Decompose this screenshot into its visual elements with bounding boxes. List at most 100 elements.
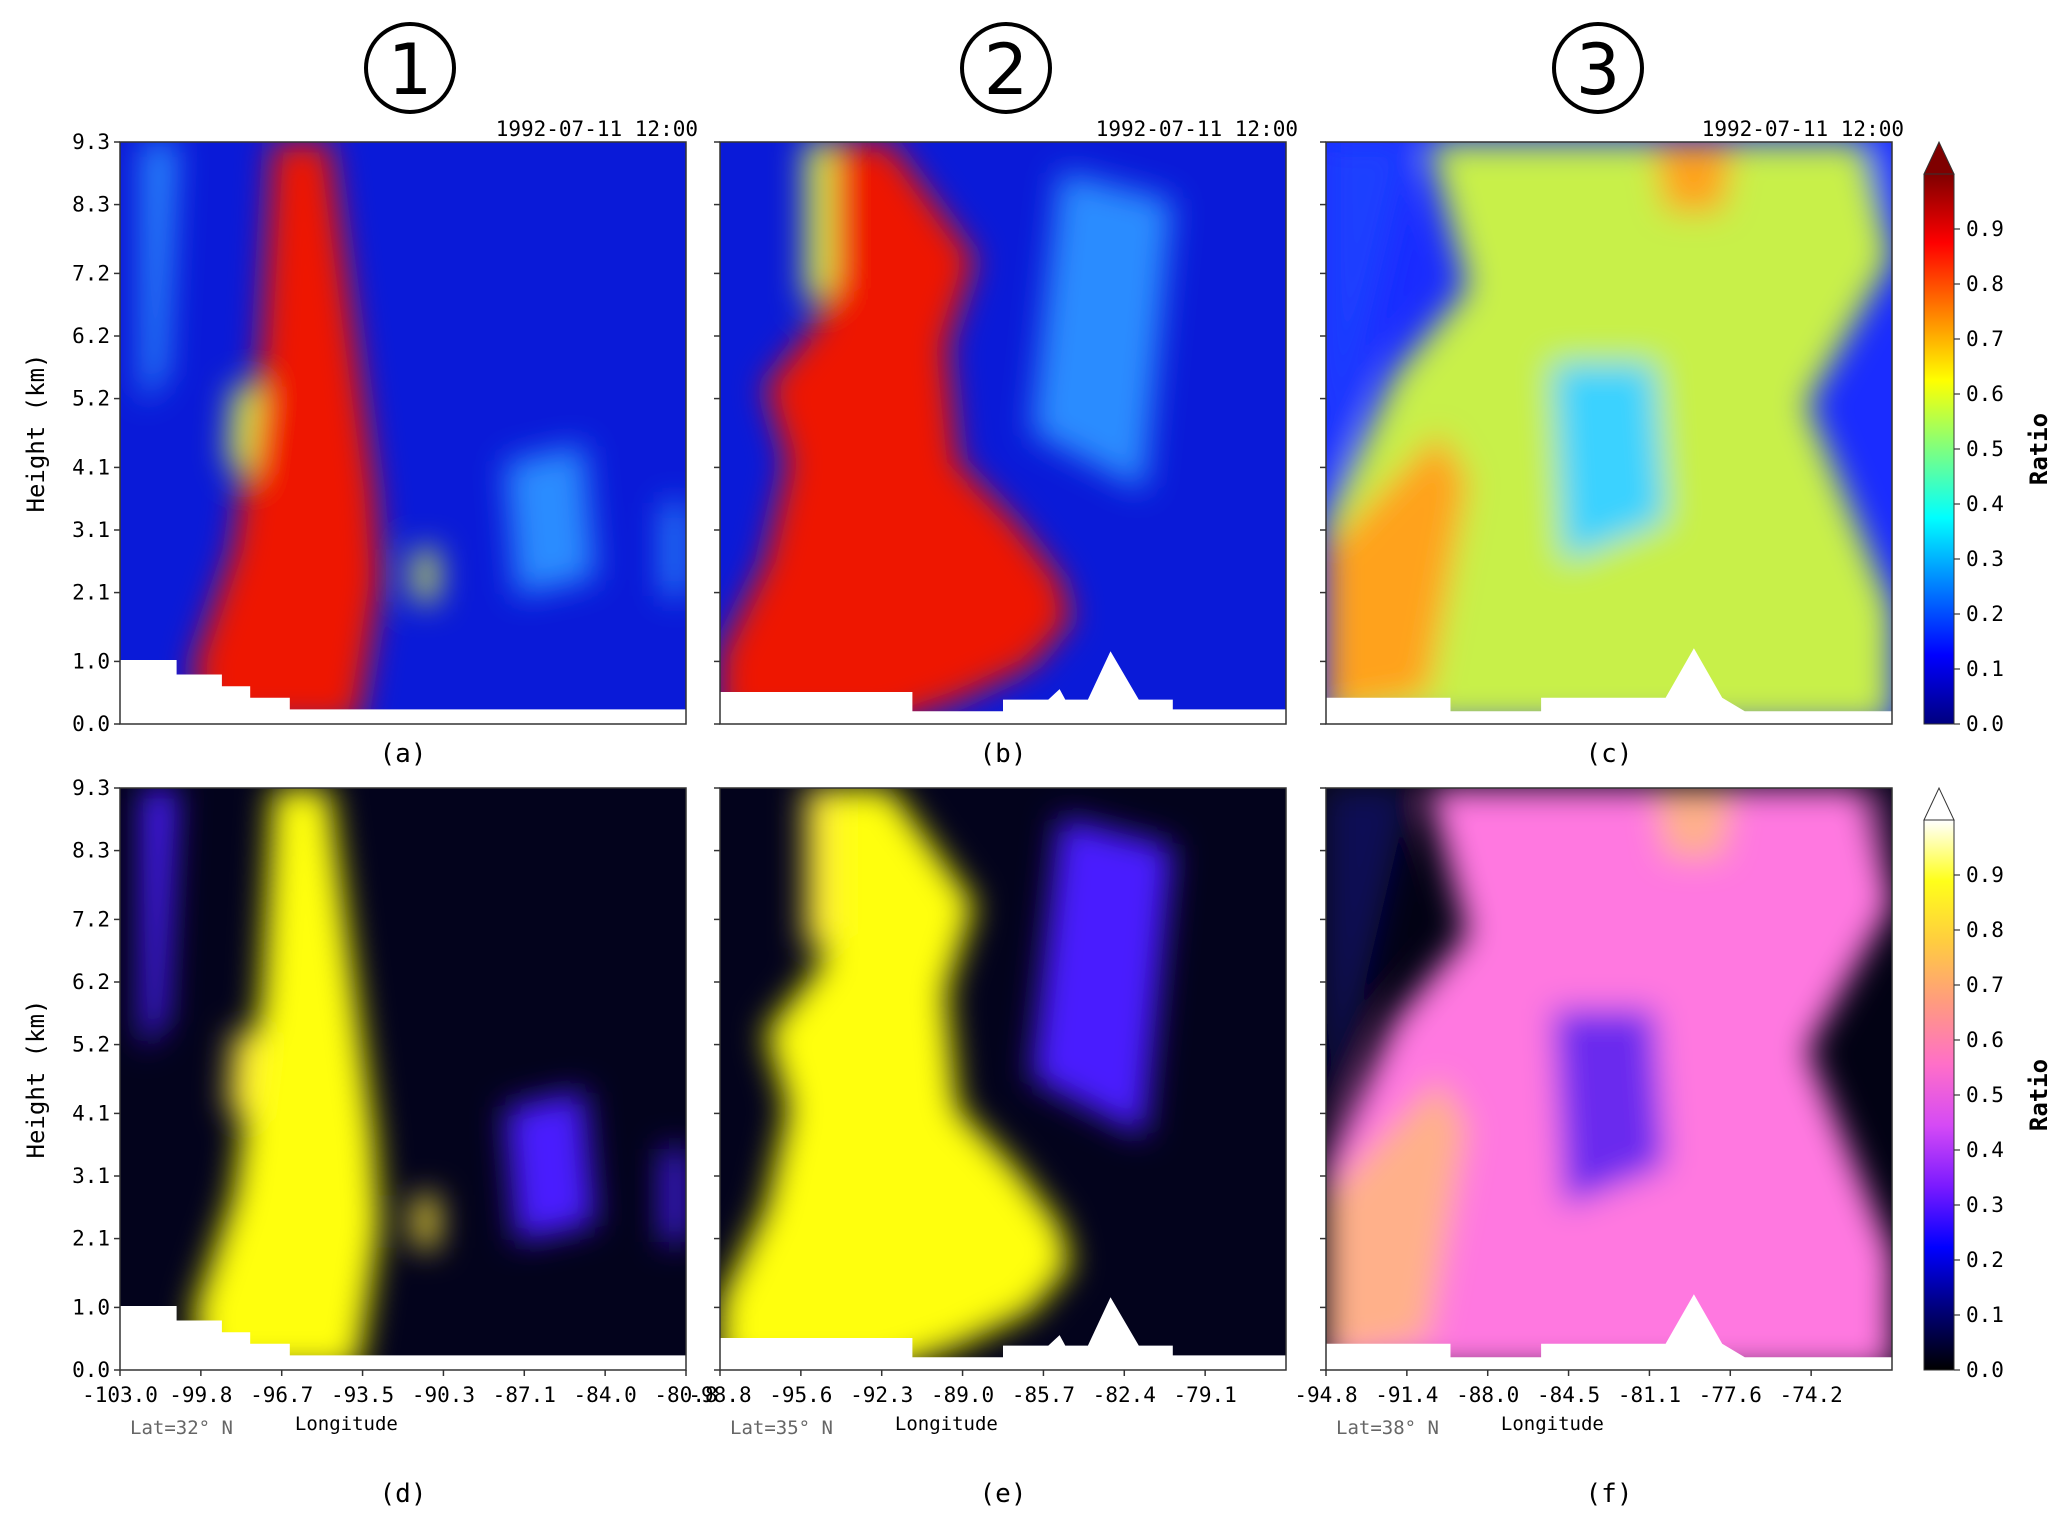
y-tick-label: 8.3 [72, 839, 110, 863]
y-tick-label: 6.2 [72, 324, 110, 348]
field-region [1552, 363, 1666, 561]
y-tick-label: 0.0 [72, 712, 110, 736]
panel-caption: (b) [980, 739, 1027, 769]
heatmap-a [120, 142, 686, 724]
field-region [142, 142, 177, 404]
panel-caption: (a) [380, 739, 427, 769]
field-region [663, 1148, 686, 1242]
panel-f: -94.8 -91.4 -88.0 -84.5 -81.1 -77.6 -74.2 Longi… [1294, 787, 1893, 1509]
panel-c: 1992-07-11 12:00 (c) [1320, 117, 1904, 769]
field-region [720, 142, 1071, 724]
x-tick-label: -96.7 [250, 1383, 313, 1407]
y-tick-label: 4.1 [72, 455, 110, 479]
y-tick-label: 1.0 [72, 1295, 110, 1319]
field-region [504, 1090, 596, 1242]
field-region [1326, 142, 1411, 503]
field-region [720, 788, 1071, 1370]
latitude-label: Lat=32° N [130, 1417, 233, 1439]
x-tick-label: -79.1 [1174, 1383, 1237, 1407]
x-axis-label: Longitude [895, 1413, 998, 1435]
colorbar-label: Ratio [2025, 1059, 2053, 1131]
colorbar-tick-label: 0.2 [1966, 1248, 2004, 1272]
x-tick-label: -103.0 [82, 1383, 158, 1407]
field-region [1654, 142, 1734, 212]
colorbar-gradient [1923, 173, 1955, 725]
x-tick-label: -90.3 [412, 1383, 475, 1407]
panel-d: 0.0 1.0 2.1 3.1 4.1 5.2 6.2 7.2 8.3 9.3 Height (km… [22, 776, 718, 1509]
colorbar-extend-arrow [1923, 786, 1955, 821]
y-axis-label: Height (km) [22, 1000, 50, 1159]
y-tick-label: 2.1 [72, 1227, 110, 1251]
colorbar-tick-label: 0.2 [1966, 602, 2004, 626]
colorbar-tick-label: 0.1 [1966, 657, 2004, 681]
heatmap-e [720, 788, 1286, 1370]
y-tick-label: 2.1 [72, 581, 110, 605]
y-tick-label: 0.0 [72, 1358, 110, 1382]
colorbar-tick-label: 0.0 [1966, 712, 2004, 736]
x-tick-label: -88.0 [1456, 1383, 1519, 1407]
plot-frame [1325, 787, 1893, 1371]
field-region [804, 142, 834, 305]
x-tick-label: -84.5 [1537, 1383, 1600, 1407]
x-axis-label: Longitude [1501, 1413, 1604, 1435]
colorbar-gradient [1923, 819, 1955, 1371]
timestamp-label: 1992-07-11 12:00 [496, 117, 698, 141]
x-tick-label: -87.1 [493, 1383, 556, 1407]
x-tick-label: -84.0 [574, 1383, 637, 1407]
plot-frame [119, 787, 687, 1371]
y-tick-label: 5.2 [72, 387, 110, 411]
panel-caption: (e) [980, 1479, 1027, 1509]
x-tick-label: -99.8 [169, 1383, 232, 1407]
y-tick-label: 4.1 [72, 1101, 110, 1125]
colorbar-tick-label: 0.6 [1966, 1028, 2004, 1052]
heatmap-d [120, 788, 686, 1370]
terrain-mask [720, 1297, 1286, 1370]
panel-caption: (c) [1586, 739, 1633, 769]
colorbar-top: 0.0 0.1 0.2 0.3 0.4 0.5 0.6 0.7 0.8 0.9 Ratio [1923, 140, 2053, 736]
terrain-mask [720, 651, 1286, 724]
plot-frame [119, 141, 687, 725]
y-tick-label: 6.2 [72, 970, 110, 994]
heatmap-f [1326, 788, 1892, 1370]
panel-caption: (f) [1586, 1479, 1633, 1509]
column-marker-3: 3 [1552, 22, 1644, 114]
x-tick-label: -98.8 [688, 1383, 751, 1407]
field-region [193, 788, 381, 1370]
field-region [1875, 142, 1892, 230]
panel-e: -98.8 -95.6 -92.3 -89.0 -85.7 -82.4 -79.1 Longi… [688, 787, 1287, 1509]
colorbar-tick-label: 0.1 [1966, 1303, 2004, 1327]
x-axis-label: Longitude [295, 1413, 398, 1435]
colorbar-tick-label: 0.4 [1966, 1138, 2004, 1162]
panel-a: 0.0 1.0 2.1 3.1 4.1 5.2 6.2 7.2 8.3 9.3 Height (km… [22, 117, 698, 769]
colorbar-tick-label: 0.9 [1966, 863, 2004, 887]
colorbar-label: Ratio [2025, 413, 2053, 485]
field-region [414, 549, 437, 602]
colorbar-tick-label: 0.6 [1966, 382, 2004, 406]
field-region [1031, 817, 1173, 1138]
colorbar-tick-label: 0.8 [1966, 272, 2004, 296]
field-region [1031, 171, 1173, 492]
x-tick-label: -91.4 [1375, 1383, 1438, 1407]
colorbar-tick-label: 0.5 [1966, 1083, 2004, 1107]
plot-frame [1325, 141, 1893, 725]
field-region [1552, 1009, 1666, 1207]
panel-b: 1992-07-11 12:00 (b) [714, 117, 1298, 769]
colorbar-tick-label: 0.0 [1966, 1358, 2004, 1382]
y-tick-label: 8.3 [72, 193, 110, 217]
plot-frame [719, 787, 1287, 1371]
field-region [1326, 1079, 1468, 1359]
x-tick-label: -94.8 [1294, 1383, 1357, 1407]
field-region [193, 142, 381, 724]
y-tick-label: 3.1 [72, 1164, 110, 1188]
colorbar-bottom: 0.0 0.1 0.2 0.3 0.4 0.5 0.6 0.7 0.8 0.9 Ratio [1923, 786, 2053, 1382]
x-tick-label: -80.8 [654, 1383, 717, 1407]
field-region [227, 386, 262, 480]
y-tick-label: 9.3 [72, 130, 110, 154]
y-axis-label: Height (km) [22, 354, 50, 513]
y-tick-label: 1.0 [72, 649, 110, 673]
svg-text:2: 2 [984, 29, 1029, 111]
colorbar-tick-label: 0.7 [1966, 973, 2004, 997]
x-tick-label: -85.7 [1012, 1383, 1075, 1407]
latitude-label: Lat=35° N [730, 1417, 833, 1439]
